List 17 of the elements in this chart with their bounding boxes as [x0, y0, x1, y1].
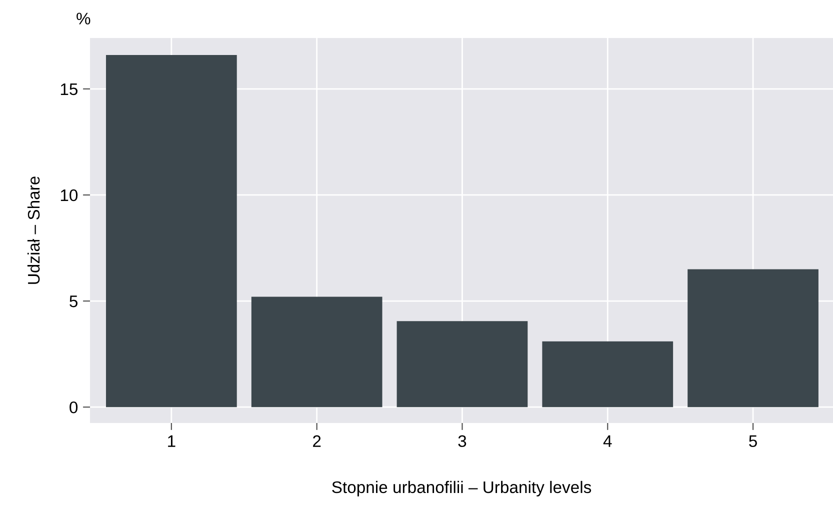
bar	[396, 321, 528, 408]
x-tick-label: 2	[313, 435, 321, 447]
y-tick-label: 5	[70, 296, 78, 308]
text: %	[76, 12, 90, 24]
bar	[251, 296, 382, 408]
x-tick-label: 3	[458, 435, 466, 448]
x-axis-title: Stopnie urbanofilii – Urbanity levels	[332, 480, 592, 496]
bar	[106, 54, 237, 408]
bar	[688, 269, 818, 408]
y-axis-title: Udział – Share	[27, 176, 40, 284]
x-tick-label: 4	[603, 435, 612, 447]
x-tick-label: 5	[749, 435, 757, 448]
x-tick-label: 1	[168, 435, 176, 447]
y-tick-label: 15	[60, 83, 78, 96]
y-tick-label: 0	[70, 401, 78, 414]
bar	[542, 341, 674, 408]
y-tick-label: 10	[60, 189, 78, 202]
